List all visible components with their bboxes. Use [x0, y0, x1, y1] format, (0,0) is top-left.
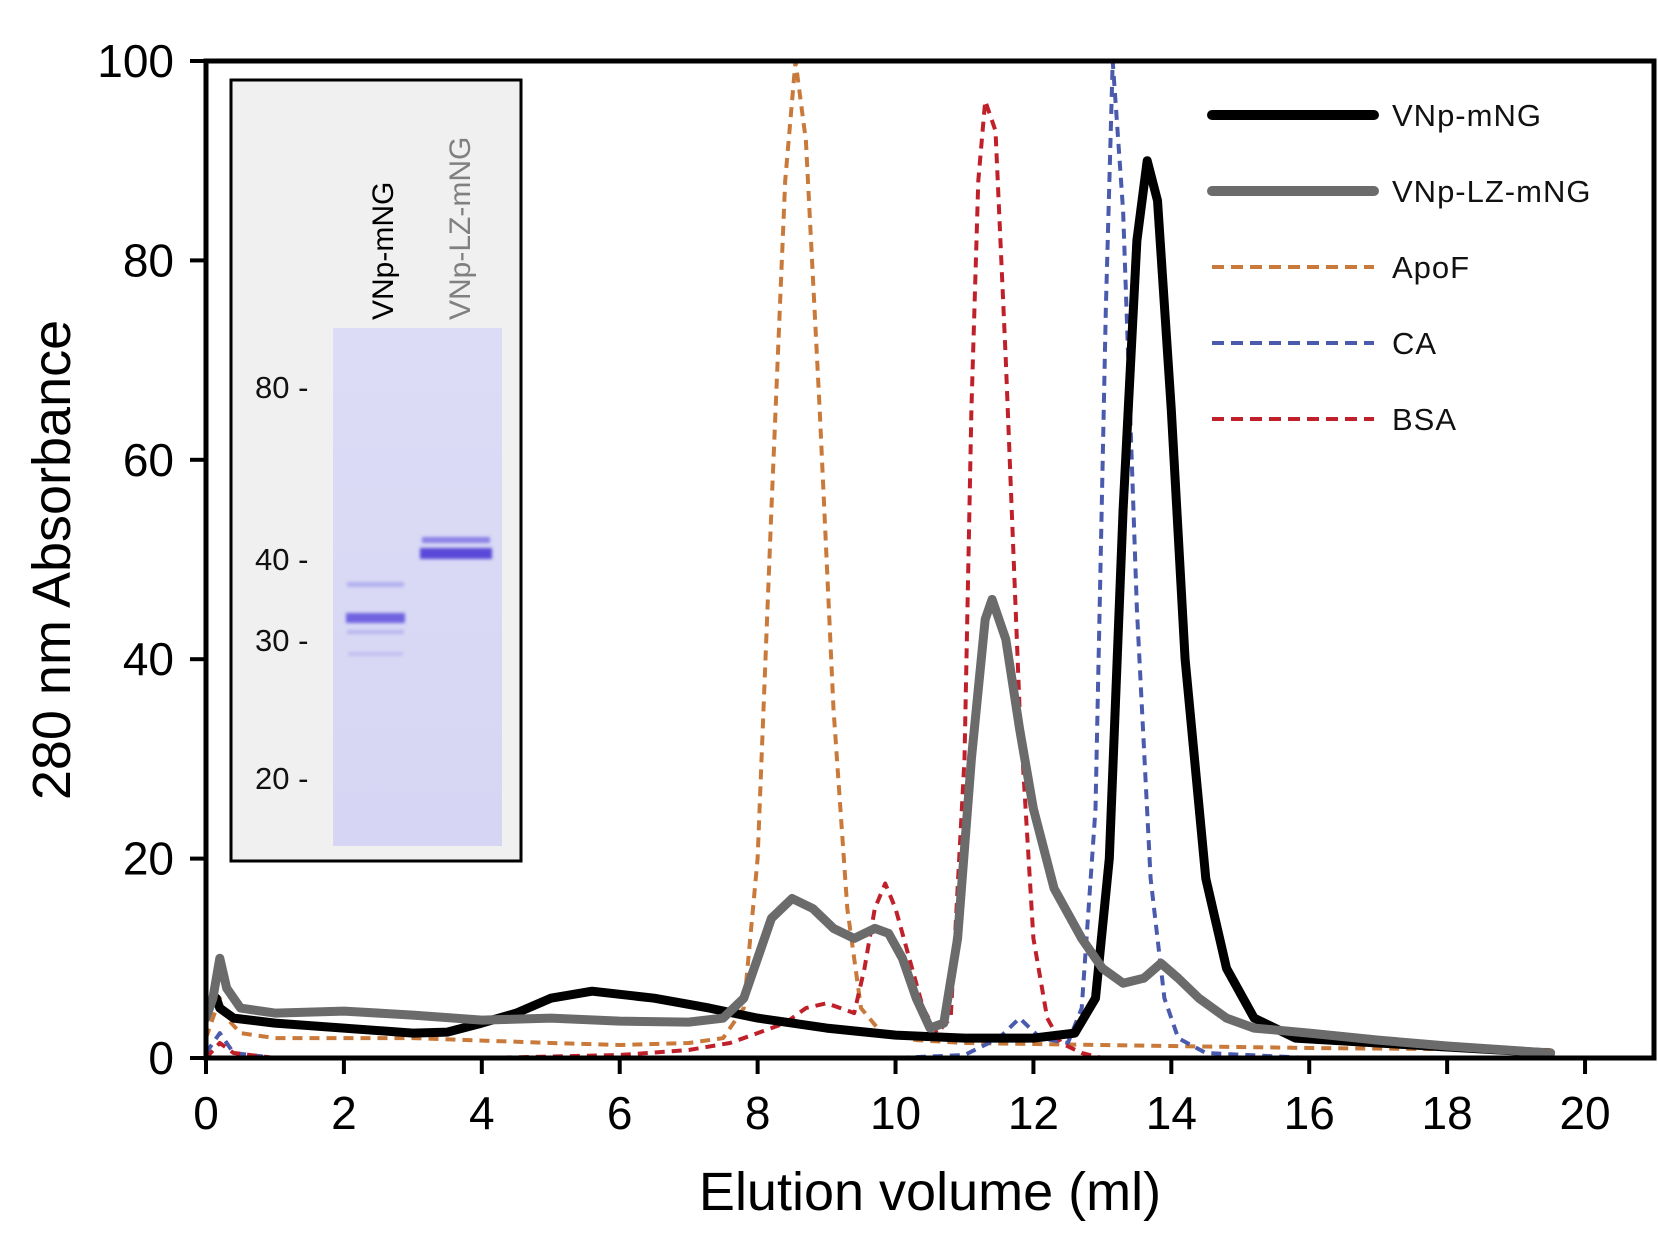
x-tick-label: 12	[1008, 1087, 1059, 1139]
y-tick-label: 60	[123, 434, 174, 486]
gel-marker-30: 30 -	[255, 623, 308, 658]
y-axis: 0 20 40 60 80 100	[97, 35, 206, 1084]
x-axis: 0 2 4 6 8 10 12 14 16 18 20	[193, 1058, 1611, 1139]
legend-label: VNp-LZ-mNG	[1392, 174, 1591, 209]
y-tick-label: 80	[123, 234, 174, 286]
y-tick-label: 40	[123, 633, 174, 685]
gel-marker-80: 80 -	[255, 370, 308, 405]
gel-inset: VNp-mNG VNp-LZ-mNG 80 - 40 - 30 - 20 -	[229, 78, 523, 863]
gel-band	[346, 613, 405, 623]
gel-lane-label-vnp-mng: VNp-mNG	[367, 182, 400, 320]
gel-band	[347, 630, 404, 634]
gel-marker-20: 20 -	[255, 761, 308, 796]
legend-label: ApoF	[1392, 250, 1470, 285]
x-tick-label: 18	[1422, 1087, 1473, 1139]
legend-label: CA	[1392, 326, 1437, 361]
y-tick-label: 0	[148, 1032, 174, 1084]
legend-label: BSA	[1392, 402, 1457, 437]
x-tick-label: 6	[607, 1087, 633, 1139]
x-tick-label: 14	[1146, 1087, 1197, 1139]
gel-band	[422, 537, 490, 543]
series-line-ca	[206, 61, 1551, 1058]
x-tick-label: 16	[1284, 1087, 1335, 1139]
y-tick-label: 20	[123, 833, 174, 885]
series-line-vnp-mng	[206, 156, 1556, 1058]
x-tick-label: 8	[745, 1087, 771, 1139]
x-tick-label: 4	[469, 1087, 495, 1139]
gel-lane-label-vnp-lz-mng: VNp-LZ-mNG	[444, 137, 477, 320]
x-tick-label: 20	[1559, 1087, 1610, 1139]
y-axis-title: 280 nm Absorbance	[22, 320, 82, 800]
gel-band	[420, 548, 492, 559]
gel-band	[347, 582, 404, 587]
series-layer	[206, 61, 1556, 1058]
gel-marker-40: 40 -	[255, 542, 308, 577]
x-axis-title: Elution volume (ml)	[699, 1162, 1161, 1222]
plot-frame	[203, 58, 1657, 1061]
legend: VNp-mNG VNp-LZ-mNG ApoF CA BSA	[1207, 98, 1591, 437]
gel-band	[348, 652, 403, 656]
y-tick-label: 100	[97, 35, 174, 87]
series-line-bsa	[206, 98, 1551, 1058]
x-tick-label: 0	[193, 1087, 219, 1139]
series-line-vnp-lz-mng	[206, 594, 1556, 1058]
x-tick-label: 10	[870, 1087, 921, 1139]
x-tick-label: 2	[331, 1087, 357, 1139]
legend-label: VNp-mNG	[1392, 98, 1542, 133]
